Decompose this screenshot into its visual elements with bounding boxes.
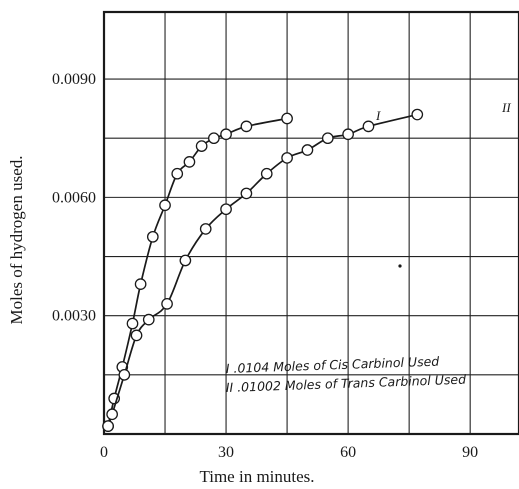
series-2-point-8 — [220, 203, 232, 216]
series-2-point-7 — [199, 223, 212, 235]
series-2-point-6 — [179, 254, 192, 267]
series-2-point-15 — [362, 120, 375, 133]
series-2-point-0 — [102, 420, 114, 432]
series-2 — [102, 108, 424, 432]
series-1-point-8 — [183, 156, 196, 168]
series-1-point-7 — [171, 167, 184, 180]
series-1-point-3 — [126, 317, 139, 330]
x-tick-label-2: 60 — [340, 444, 356, 461]
series-2-point-1 — [106, 408, 118, 421]
series-1-point-6 — [159, 199, 171, 212]
series-2-point-2 — [118, 368, 131, 381]
series-2-point-10 — [260, 167, 273, 180]
series-1-point-4 — [134, 278, 147, 290]
plot-frame — [102, 10, 519, 436]
series-2-point-4 — [142, 313, 155, 326]
series-1-point-9 — [195, 140, 208, 152]
annotation-series-1: I .0104 Moles of Cis Carbinol Used — [226, 354, 440, 376]
y-tick-label-1: 0.0060 — [52, 189, 96, 206]
series-1-point-10 — [208, 132, 220, 145]
x-tick-label-0: 0 — [100, 444, 108, 461]
grid — [104, 12, 519, 434]
y-tick-label-2: 0.0090 — [52, 71, 96, 88]
x-tick-label-3: 90 — [462, 444, 478, 461]
series-label-2: II — [501, 100, 511, 115]
x-tick-label-1: 30 — [218, 444, 234, 461]
series-label-1: I — [375, 108, 381, 123]
y-axis-label: Moles of hydrogen used. — [7, 155, 26, 324]
stray-dot — [398, 264, 402, 268]
series-2-point-12 — [301, 144, 314, 156]
series-1-point-5 — [146, 230, 159, 243]
series-2-point-3 — [130, 329, 143, 342]
series-2-point-16 — [411, 108, 424, 121]
series-1-point-13 — [281, 112, 293, 125]
y-tick-label-0: 0.0030 — [52, 308, 96, 325]
series-2-point-9 — [240, 187, 253, 200]
series-2-point-14 — [342, 128, 354, 141]
series-1-point-11 — [220, 128, 232, 141]
series-2-point-5 — [161, 298, 173, 310]
series-1-point-12 — [240, 120, 253, 133]
tick-labels: 0 30 60 90 0.0030 0.0060 0.0090 — [52, 71, 478, 461]
series-2-point-11 — [281, 152, 293, 164]
x-axis-label: Time in minutes. — [199, 467, 314, 486]
series-layer — [102, 108, 424, 432]
series-2-point-13 — [321, 132, 334, 145]
